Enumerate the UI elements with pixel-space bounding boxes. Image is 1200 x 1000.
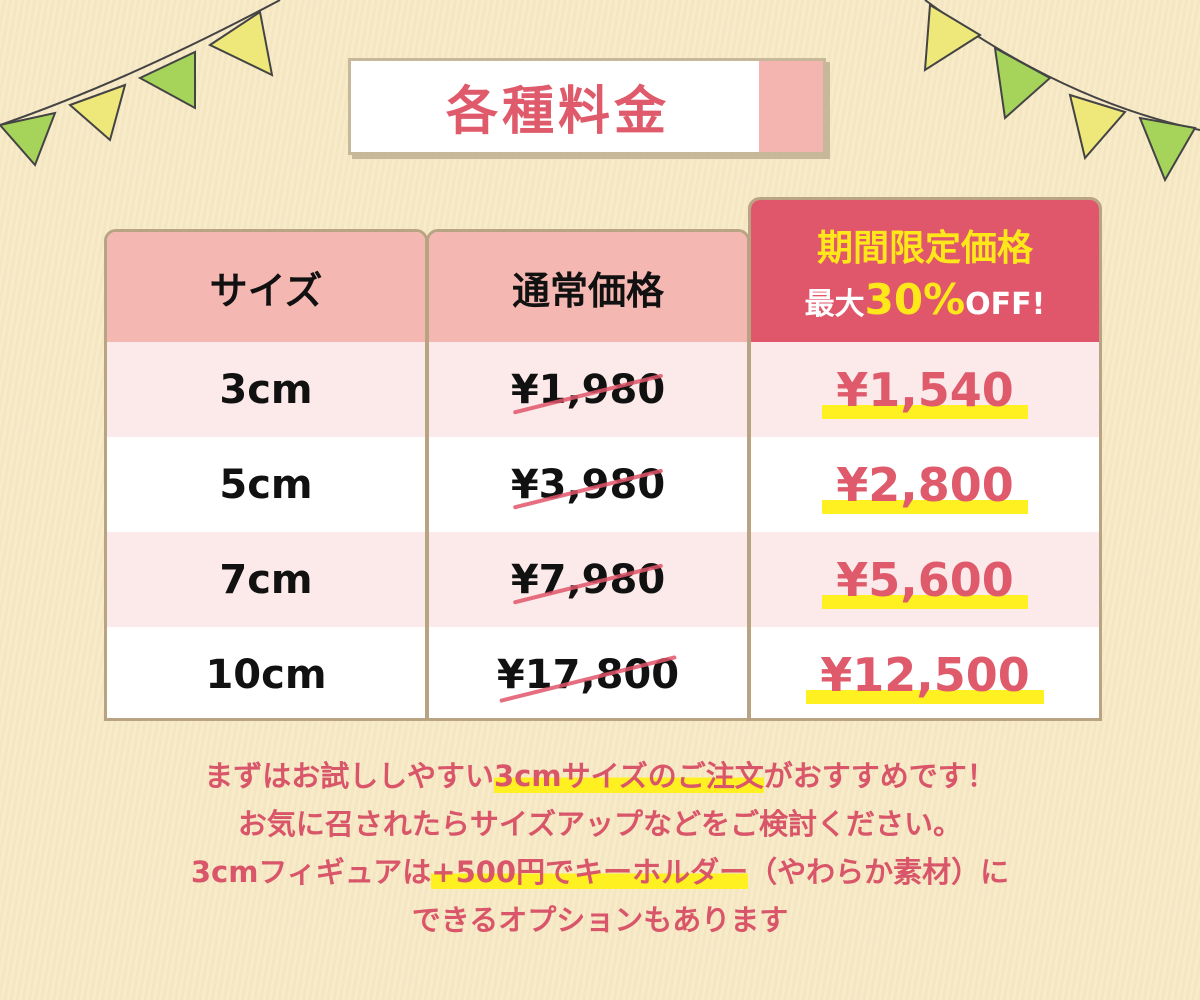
size-cell: 5cm bbox=[219, 461, 313, 508]
size-header: サイズ bbox=[107, 232, 425, 342]
regular-price: ¥1,980 bbox=[510, 366, 666, 415]
size-cell: 7cm bbox=[107, 532, 425, 627]
flag bbox=[0, 111, 57, 167]
regular-price-header: 通常価格 bbox=[429, 232, 747, 342]
flag bbox=[207, 10, 274, 77]
regular-price: ¥3,980 bbox=[510, 461, 666, 510]
sale-header-sub: 最大30%OFF! bbox=[804, 274, 1046, 324]
note-line: 3cmフィギュアは+500円でキーホルダー（やわらか素材）に bbox=[190, 855, 1010, 889]
flag bbox=[1138, 116, 1197, 183]
size-cell: 3cm bbox=[107, 342, 425, 437]
regular-price-column: 通常価格 ¥1,980 ¥3,980 ¥7,980 ¥17,800 bbox=[426, 229, 750, 721]
flag bbox=[1068, 93, 1127, 161]
size-column: サイズ 3cm 5cm 7cm 10cm bbox=[104, 229, 428, 721]
note-line: できるオプションもあります bbox=[411, 903, 789, 937]
flag bbox=[137, 50, 196, 110]
title-box: 各種料金 bbox=[348, 58, 826, 155]
sale-price: ¥1,540 bbox=[822, 363, 1028, 419]
sale-price: ¥2,800 bbox=[822, 458, 1028, 514]
regular-price: ¥17,800 bbox=[497, 652, 679, 703]
sale-price-header: 期間限定価格 最大30%OFF! bbox=[751, 200, 1099, 342]
flag bbox=[68, 83, 127, 142]
size-cell: 10cm bbox=[205, 651, 327, 698]
regular-price: ¥7,980 bbox=[510, 556, 666, 605]
title-accent bbox=[759, 61, 823, 152]
flag bbox=[923, 3, 982, 72]
sale-price: ¥12,500 bbox=[806, 648, 1044, 704]
page-title: 各種料金 bbox=[445, 82, 670, 142]
note-line: まずはお試ししやすい3cmサイズのご注文がおすすめです！ bbox=[204, 759, 996, 793]
note-line: お気に召されたらサイズアップなどをご検討ください。 bbox=[237, 807, 963, 841]
bunting-decoration bbox=[0, 0, 1200, 183]
sale-header-title: 期間限定価格 bbox=[816, 227, 1033, 269]
note-text: まずはお試ししやすい3cmサイズのご注文がおすすめです！ お気に召されたらサイズ… bbox=[0, 752, 1200, 944]
sale-price-column: 期間限定価格 最大30%OFF! ¥1,540 ¥2,800 ¥5,600 ¥1… bbox=[748, 197, 1102, 721]
flag bbox=[993, 46, 1052, 120]
sale-price: ¥5,600 bbox=[822, 553, 1028, 609]
